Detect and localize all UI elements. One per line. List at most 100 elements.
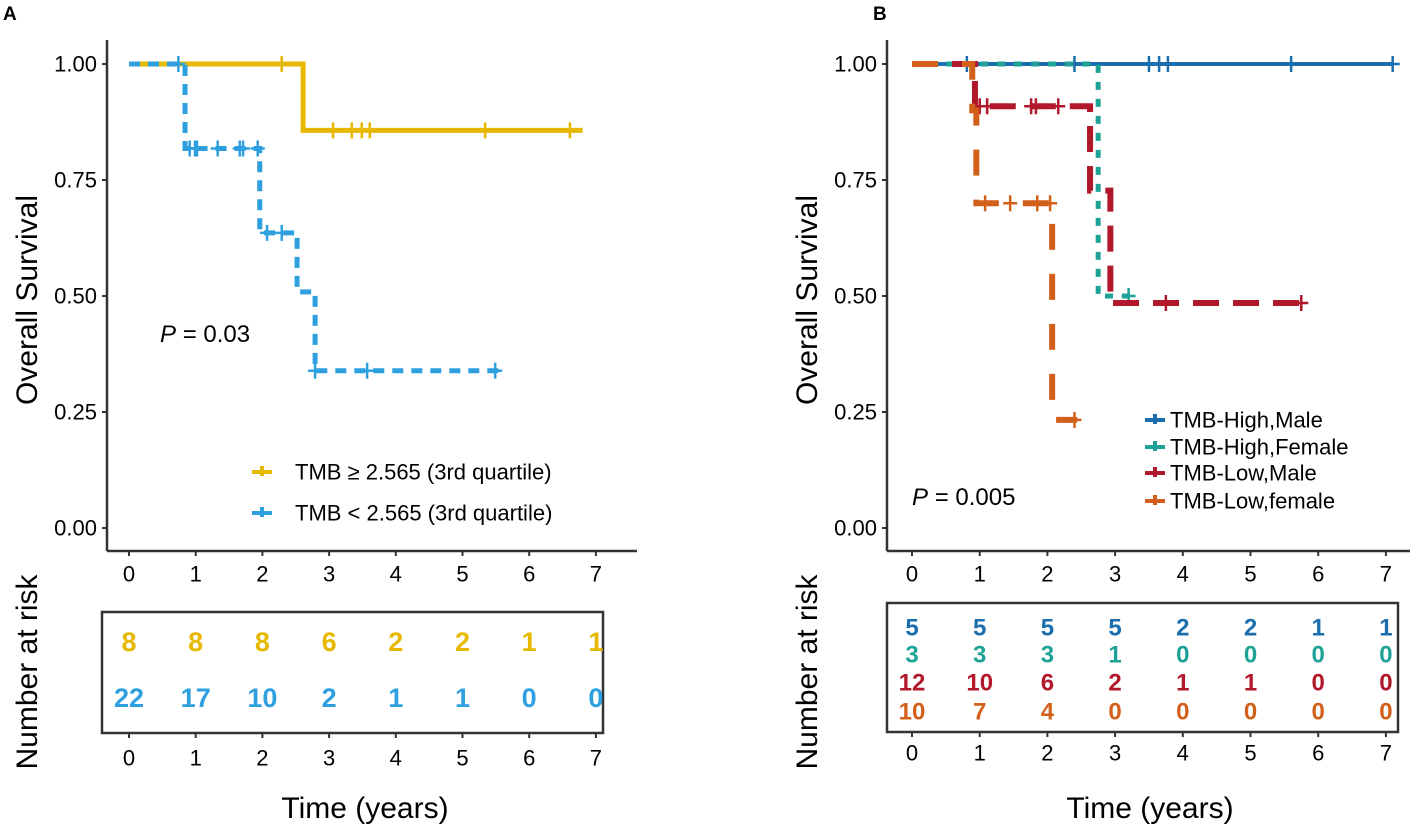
panel-b-censor-mark [1158,294,1173,311]
panel-b-risk-count: 0 [1312,642,1325,669]
pvalue-symbol: P [912,484,928,511]
panel-a-y-tick-label: 0.50 [54,284,97,309]
panel-a-risk-count: 0 [522,683,537,713]
panel-b-risk-count: 0 [1108,699,1121,726]
panel-a-x-tick-label: 4 [390,562,402,587]
panel-a-censor-mark [171,56,186,72]
panel-b-risk-count: 10 [966,670,993,697]
panel-b-risk-count: 0 [1312,670,1325,697]
panel-b-x-tick-label: 4 [1177,562,1189,587]
panel-a-risk-count: 17 [181,683,211,713]
panel-a-risk-count: 1 [522,627,537,657]
panel-a-pvalue: P = 0.03 [160,321,250,348]
panel-b-risk-count: 1 [1176,670,1189,697]
panel-b-risk-x-tick-label: 4 [1177,741,1189,766]
panel-b-risk-count: 0 [1312,699,1325,726]
panel-b-survival-curve-4 [912,61,1078,423]
panel-b-risk-count: 3 [973,642,986,669]
panel-b-y-axis-title: Overall Survival [791,195,824,405]
panel-b-censor-mark [1294,294,1309,311]
panel-a-risk-count: 1 [388,683,403,713]
panel-a-censor-mark [562,122,577,139]
panel-a-risk-count: 2 [388,627,403,657]
panel-a-legend-label-2: TMB < 2.565 (3rd quartile) [295,501,552,526]
panel-b-risk-count: 0 [1379,699,1392,726]
panel-a-x-tick-label: 7 [590,562,602,587]
panel-a-y-tick-label: 0.00 [54,516,97,541]
panel-b-legend-symbol-4 [1145,495,1165,505]
panel-b-legend-symbol-2 [1145,441,1165,451]
panel-b-risk-table-title: Number at risk [791,573,824,769]
panel-b-risk-count: 1 [1379,615,1392,642]
panel-b-risk-count: 0 [1176,642,1189,669]
panel-b-risk-count: 0 [1379,670,1392,697]
panel-a-risk-x-tick-label: 6 [523,746,535,771]
panel-a-survival-curve-1 [129,61,583,133]
panel-a-x-tick-label: 1 [190,562,202,587]
panel-b-censor-mark [1385,56,1400,72]
panel-a-censor-mark [360,362,375,379]
panel-b-risk-count: 0 [1379,642,1392,669]
panel-b-risk-count: 3 [905,642,918,669]
panel-a-risk-count: 8 [188,627,203,657]
panel-a-risk-x-tick-label: 4 [390,746,402,771]
panel-b-risk-count: 0 [1244,642,1257,669]
panel-a-risk-count: 10 [247,683,277,713]
panel-a-x-tick-label: 3 [323,562,335,587]
panel-a-risk-count: 6 [322,627,337,657]
panel-b-risk-count: 6 [1041,670,1054,697]
panel-b-legend-symbol-3 [1145,467,1165,477]
panel-a-risk-table-title: Number at risk [11,573,44,769]
panel-a-y-tick-label: 0.75 [54,168,97,193]
panel-b-label: B [873,4,887,25]
panel-b-censor-mark [1284,56,1299,72]
panel-b-x-tick-label: 1 [974,562,986,587]
panel-b-censor-mark [978,195,993,212]
panel-b-y-tick-label: 0.50 [834,284,877,309]
panel-b-risk-x-tick-label: 1 [974,741,986,766]
panel-b-risk-count: 2 [1108,670,1121,697]
panel-b-censor-mark [980,98,995,115]
panel-b-risk-count: 7 [973,699,986,726]
panel-b-risk-count: 5 [973,615,986,642]
panel-b-censor-mark [1043,195,1058,212]
panel-b-censor-mark [1003,195,1018,212]
panel-a-legend-symbol-2 [252,507,272,517]
panel-b-y-tick-label: 0.25 [834,400,877,425]
panel-a-censor-mark [236,140,251,157]
panel-b-risk-count: 10 [899,699,926,726]
panel-b-legend-label-4: TMB-Low,female [1170,489,1335,514]
panel-b-x-axis-title: Time (years) [1066,792,1233,825]
panel-b-risk-x-tick-label: 6 [1312,741,1324,766]
panel-a-risk-table-box [100,610,605,735]
panel-a-y-axis-title: Overall Survival [11,195,44,405]
panel-b-pvalue: P = 0.005 [912,484,1015,511]
panel-b-censor-mark [1051,98,1066,115]
panel-a-risk-count: 8 [255,627,270,657]
panel-a-censor-mark [274,224,289,241]
panel-b-risk-count: 1 [1312,615,1325,642]
panel-a-risk-x-tick-label: 1 [190,746,202,771]
panel-b-risk-count: 1 [1108,642,1121,669]
panel-b-risk-x-tick-label: 2 [1041,741,1053,766]
panel-b-risk-count: 0 [1176,699,1189,726]
panel-b-risk-x-tick-label: 7 [1380,741,1392,766]
panel-a-risk-count: 2 [322,683,337,713]
panel-a-censor-mark [326,122,341,139]
panel-b-legend-symbol-1 [1145,414,1165,424]
panel-a-risk-x-tick-label: 3 [323,746,335,771]
panel-b-x-tick-label: 0 [906,562,918,587]
panel-a-censor-mark [260,224,275,241]
panel-b-risk-count: 3 [1041,642,1054,669]
panel-b-risk-x-tick-label: 3 [1109,741,1121,766]
panel-b-risk-count: 2 [1244,615,1257,642]
panel-b-censor-mark [1067,411,1082,428]
panel-b-legend-label-3: TMB-Low,Male [1170,461,1317,486]
panel-a-risk-x-tick-label: 2 [256,746,268,771]
panel-b-risk-count: 5 [1041,615,1054,642]
panel-b-legend-label-1: TMB-High,Male [1170,408,1323,433]
panel-b-survival-curve-2 [912,61,1133,299]
panel-b-risk-count: 12 [899,670,926,697]
panel-a-risk-x-tick-label: 7 [590,746,602,771]
